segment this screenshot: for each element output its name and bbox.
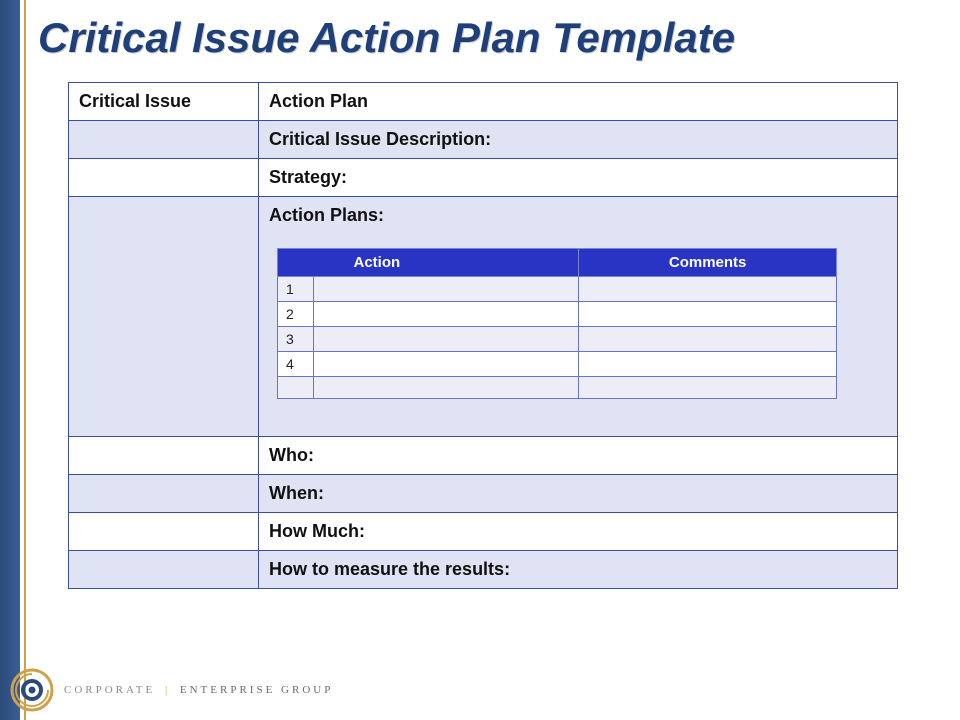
row-label-who: Who: <box>269 445 314 465</box>
table-row: When: <box>69 475 898 513</box>
inner-table-wrap: Action Comments 1 2 3 <box>269 226 887 399</box>
table-row: How to measure the results: <box>69 551 898 589</box>
actions-inner-table: Action Comments 1 2 3 <box>277 248 837 399</box>
inner-row-num: 2 <box>278 302 314 327</box>
table-row-action-plans: Action Plans: Action Comments 1 2 <box>69 197 898 437</box>
page-title: Critical Issue Action Plan Template <box>38 14 735 62</box>
inner-col-action: Action <box>314 249 579 277</box>
row-label-measure: How to measure the results: <box>269 559 510 579</box>
footer-text: CORPORATE | ENTERPRISE GROUP <box>64 684 333 696</box>
table-row: Who: <box>69 437 898 475</box>
action-plan-table: Critical Issue Action Plan Critical Issu… <box>68 82 898 589</box>
inner-row: 3 <box>278 327 837 352</box>
footer-separator: | <box>165 684 170 696</box>
table-row: Strategy: <box>69 159 898 197</box>
inner-row: 4 <box>278 352 837 377</box>
row-label-strategy: Strategy: <box>269 167 347 187</box>
row-label-action-plans: Action Plans: <box>269 205 384 225</box>
inner-row-num: 3 <box>278 327 314 352</box>
inner-row-num: 1 <box>278 277 314 302</box>
row-label-howmuch: How Much: <box>269 521 365 541</box>
table-header-row: Critical Issue Action Plan <box>69 83 898 121</box>
inner-table-header-row: Action Comments <box>278 249 837 277</box>
row-label-description: Critical Issue Description: <box>269 129 491 149</box>
table-row: Critical Issue Description: <box>69 121 898 159</box>
corporate-logo-icon <box>8 666 56 714</box>
footer-corporate: CORPORATE <box>64 684 155 696</box>
inner-row: 1 <box>278 277 837 302</box>
header-action-plan: Action Plan <box>259 83 898 121</box>
inner-col-comments: Comments <box>579 249 837 277</box>
inner-row-num: 4 <box>278 352 314 377</box>
inner-row <box>278 377 837 399</box>
header-critical-issue: Critical Issue <box>69 83 259 121</box>
table-row: How Much: <box>69 513 898 551</box>
row-label-when: When: <box>269 483 324 503</box>
left-accent-bar <box>0 0 26 720</box>
inner-row: 2 <box>278 302 837 327</box>
footer: CORPORATE | ENTERPRISE GROUP <box>8 666 333 714</box>
footer-enterprise: ENTERPRISE GROUP <box>180 684 333 696</box>
inner-row-num <box>278 377 314 399</box>
